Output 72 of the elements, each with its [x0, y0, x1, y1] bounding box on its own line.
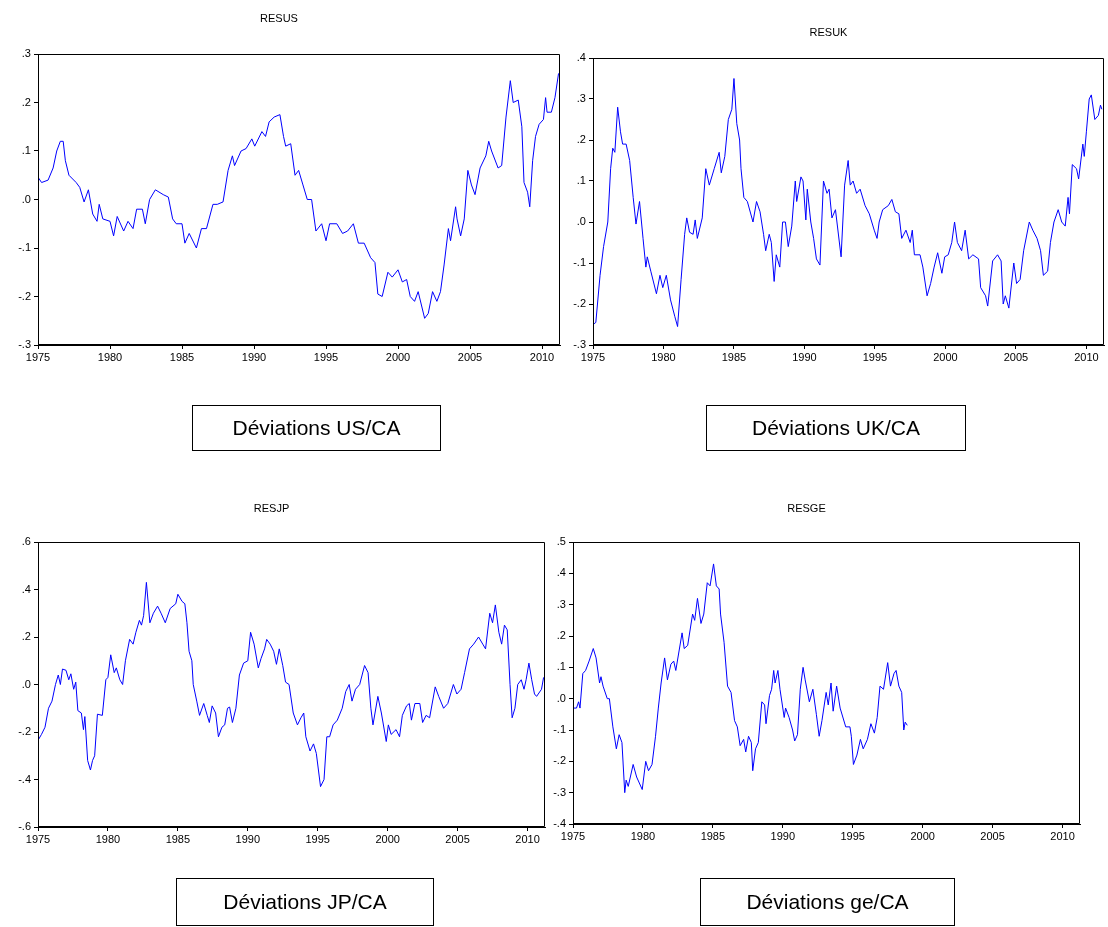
chart-title: RESJP — [253, 501, 290, 514]
x-tick-label: 1975 — [560, 829, 586, 842]
x-tick-label: 2005 — [980, 829, 1005, 842]
x-tick-label: 1980 — [97, 350, 123, 363]
x-tick-label: 1985 — [721, 350, 747, 363]
y-tick-label: -.2 — [18, 289, 31, 302]
y-tick-label: -.2 — [553, 754, 566, 767]
text: Déviations UK/CA — [706, 405, 966, 451]
y-tick-label: .1 — [556, 660, 566, 673]
x-tick-label: 2005 — [445, 832, 470, 845]
y-tick-label: -.1 — [553, 723, 566, 736]
chart-title: RESUS — [260, 11, 298, 24]
x-tick-label: 1975 — [580, 350, 606, 363]
y-tick-label: .3 — [576, 92, 586, 105]
y-tick-label: .0 — [556, 691, 566, 704]
x-tick-label: 1990 — [770, 829, 796, 842]
x-tick-label: 2000 — [933, 350, 958, 363]
x-tick-label: 1995 — [313, 350, 339, 363]
y-tick-label: .6 — [21, 535, 31, 548]
y-tick-label: .0 — [21, 677, 31, 690]
y-tick-label: -.3 — [18, 338, 31, 351]
x-tick-label: 1995 — [862, 350, 888, 363]
x-tick-label: 2010 — [529, 350, 555, 363]
x-tick-label: 1990 — [241, 350, 267, 363]
x-tick-label: 2010 — [515, 832, 540, 845]
y-tick-label: .1 — [576, 174, 586, 187]
x-tick-label: 1980 — [95, 832, 121, 845]
x-tick-label: 1975 — [25, 832, 51, 845]
x-tick-label: 2010 — [1074, 350, 1099, 363]
y-tick-label: .5 — [556, 535, 566, 548]
x-tick-label: 2005 — [1003, 350, 1029, 363]
y-tick-label: .2 — [576, 133, 586, 146]
x-tick-label: 2000 — [910, 829, 935, 842]
y-tick-label: .1 — [21, 144, 31, 157]
x-tick-label: 1985 — [169, 350, 195, 363]
y-tick-label: .0 — [21, 192, 31, 205]
y-tick-label: .2 — [21, 630, 31, 643]
x-tick-label: 2000 — [375, 832, 400, 845]
y-tick-label: -.6 — [18, 820, 31, 833]
y-tick-label: -.4 — [553, 817, 566, 830]
y-tick-label: -.2 — [18, 725, 31, 738]
y-tick-label: .2 — [556, 629, 566, 642]
y-tick-label: -.2 — [573, 297, 586, 310]
y-tick-label: .0 — [576, 215, 586, 228]
y-tick-label: .3 — [556, 597, 566, 610]
y-tick-label: .3 — [21, 47, 31, 60]
y-tick-label: -.4 — [18, 772, 31, 785]
x-tick-label: 1985 — [700, 829, 726, 842]
y-tick-label: -.3 — [573, 338, 586, 351]
x-tick-label: 2005 — [457, 350, 483, 363]
text: Déviations JP/CA — [176, 878, 434, 926]
y-tick-label: .2 — [21, 95, 31, 108]
x-tick-label: 1980 — [630, 829, 656, 842]
y-tick-label: -.1 — [573, 256, 586, 269]
y-tick-label: -.3 — [553, 785, 566, 798]
text: Déviations US/CA — [192, 405, 441, 451]
x-tick-label: 1980 — [651, 350, 676, 363]
x-tick-label: 1985 — [165, 832, 191, 845]
x-tick-label: 2000 — [385, 350, 411, 363]
x-tick-label: 1990 — [792, 350, 817, 363]
x-tick-label: 1990 — [235, 832, 261, 845]
y-tick-label: -.1 — [18, 241, 31, 254]
x-tick-label: 1995 — [840, 829, 865, 842]
x-tick-label: 1975 — [25, 350, 51, 363]
chart-title: RESUK — [809, 25, 849, 38]
x-tick-label: 1995 — [305, 832, 330, 845]
y-tick-label: .4 — [576, 51, 586, 64]
chart-title: RESGE — [787, 501, 826, 514]
y-tick-label: .4 — [556, 566, 566, 579]
x-tick-label: 2010 — [1050, 829, 1075, 842]
text: Déviations ge/CA — [700, 878, 955, 926]
y-tick-label: .4 — [21, 582, 31, 595]
